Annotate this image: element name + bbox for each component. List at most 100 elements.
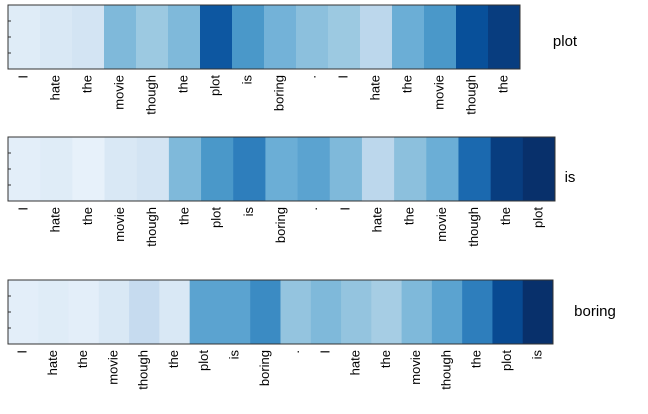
x-tick-label: is xyxy=(239,75,254,85)
heatmap-cell xyxy=(250,280,281,344)
x-tick-label: movie xyxy=(434,207,449,242)
x-tick-label: hate xyxy=(367,75,382,100)
x-tick-label: though xyxy=(144,207,159,247)
x-tick-label: the xyxy=(495,75,510,93)
heatmap-cell xyxy=(219,280,251,344)
x-tick-label: I xyxy=(335,75,350,79)
heatmap-cell xyxy=(280,280,312,344)
x-tick-label: . xyxy=(305,207,320,211)
heatmap-cell xyxy=(68,280,100,344)
heatmap-cell xyxy=(488,5,521,69)
heatmap-cell xyxy=(168,137,202,201)
x-tick-label: is xyxy=(241,207,256,217)
heatmap-cell xyxy=(104,5,137,69)
x-tick-label: hate xyxy=(369,207,384,232)
heatmap-cell xyxy=(522,137,556,201)
x-tick-label: though xyxy=(136,350,151,390)
heatmap-cell xyxy=(456,5,489,69)
heatmap-cell xyxy=(159,280,191,344)
x-tick-label: I xyxy=(15,350,30,354)
x-tick-label: the xyxy=(166,350,181,368)
heatmap-cell xyxy=(371,280,403,344)
heatmap-cell xyxy=(72,137,106,201)
heatmap-cell xyxy=(40,137,73,201)
x-tick-label: I xyxy=(16,207,31,211)
heatmap-cell xyxy=(431,280,463,344)
x-tick-label: is xyxy=(227,350,242,360)
x-tick-label: movie xyxy=(408,350,423,385)
heatmap-cell xyxy=(296,5,329,69)
heatmap-cell xyxy=(522,280,554,344)
row-label: is xyxy=(565,169,576,186)
heatmap-cell xyxy=(72,5,105,69)
row-label: boring xyxy=(574,303,616,320)
heatmap-cell xyxy=(328,5,361,69)
x-tick-label: the xyxy=(79,75,94,93)
heatmap-cell xyxy=(189,280,221,344)
heatmap-cell xyxy=(129,280,160,344)
heatmap-cell xyxy=(136,5,169,69)
heatmap-cell xyxy=(40,5,73,69)
heatmap-cell xyxy=(232,5,265,69)
heatmap-cell xyxy=(297,137,331,201)
heatmap-cell xyxy=(8,5,41,69)
x-tick-label: boring xyxy=(273,207,288,243)
x-tick-label: though xyxy=(463,75,478,115)
heatmap-cell xyxy=(361,137,395,201)
x-tick-label: the xyxy=(378,350,393,368)
heatmap-cell xyxy=(492,280,524,344)
heatmap-cell xyxy=(490,137,524,201)
x-tick-label: movie xyxy=(112,207,127,242)
heatmap-cell xyxy=(8,280,39,344)
x-tick-label: plot xyxy=(530,207,545,228)
x-tick-label: the xyxy=(75,350,90,368)
heatmap-cell xyxy=(104,137,138,201)
x-tick-label: hate xyxy=(48,207,63,232)
heatmap-cell xyxy=(360,5,393,69)
heatmap-cell xyxy=(394,137,427,201)
heatmap-cell xyxy=(426,137,459,201)
heatmap-cell xyxy=(462,280,493,344)
heatmap-cell xyxy=(201,137,234,201)
x-tick-label: hate xyxy=(45,350,60,375)
heatmap-cell xyxy=(200,5,233,69)
x-tick-label: the xyxy=(399,75,414,93)
heatmap-cell xyxy=(310,280,342,344)
heatmap-cell xyxy=(233,137,266,201)
heatmap-cell xyxy=(265,137,299,201)
x-tick-label: boring xyxy=(257,350,272,386)
x-tick-label: though xyxy=(438,350,453,390)
x-tick-label: movie xyxy=(105,350,120,385)
x-tick-label: the xyxy=(80,207,95,225)
x-tick-label: the xyxy=(175,75,190,93)
x-tick-label: the xyxy=(469,350,484,368)
heatmap-cell xyxy=(8,137,41,201)
heatmap-cell xyxy=(136,137,170,201)
x-tick-label: plot xyxy=(196,350,211,371)
heatmap-cell xyxy=(424,5,457,69)
x-tick-label: though xyxy=(143,75,158,115)
x-tick-label: the xyxy=(402,207,417,225)
x-tick-label: plot xyxy=(207,75,222,96)
heatmap-cell xyxy=(392,5,425,69)
x-tick-label: the xyxy=(498,207,513,225)
heatmap-cell xyxy=(401,280,433,344)
x-tick-label: I xyxy=(337,207,352,211)
row-label: plot xyxy=(553,33,578,50)
x-tick-label: . xyxy=(287,350,302,354)
x-tick-label: is xyxy=(529,350,544,360)
x-tick-label: plot xyxy=(499,350,514,371)
x-tick-label: movie xyxy=(431,75,446,110)
x-tick-label: movie xyxy=(111,75,126,110)
x-tick-label: hate xyxy=(348,350,363,375)
x-tick-label: . xyxy=(303,75,318,79)
heatmap-cell xyxy=(38,280,70,344)
x-tick-label: boring xyxy=(271,75,286,111)
heatmap-cell xyxy=(329,137,363,201)
x-tick-label: plot xyxy=(209,207,224,228)
x-tick-label: I xyxy=(15,75,30,79)
x-tick-label: though xyxy=(466,207,481,247)
x-tick-label: the xyxy=(176,207,191,225)
x-tick-label: hate xyxy=(47,75,62,100)
